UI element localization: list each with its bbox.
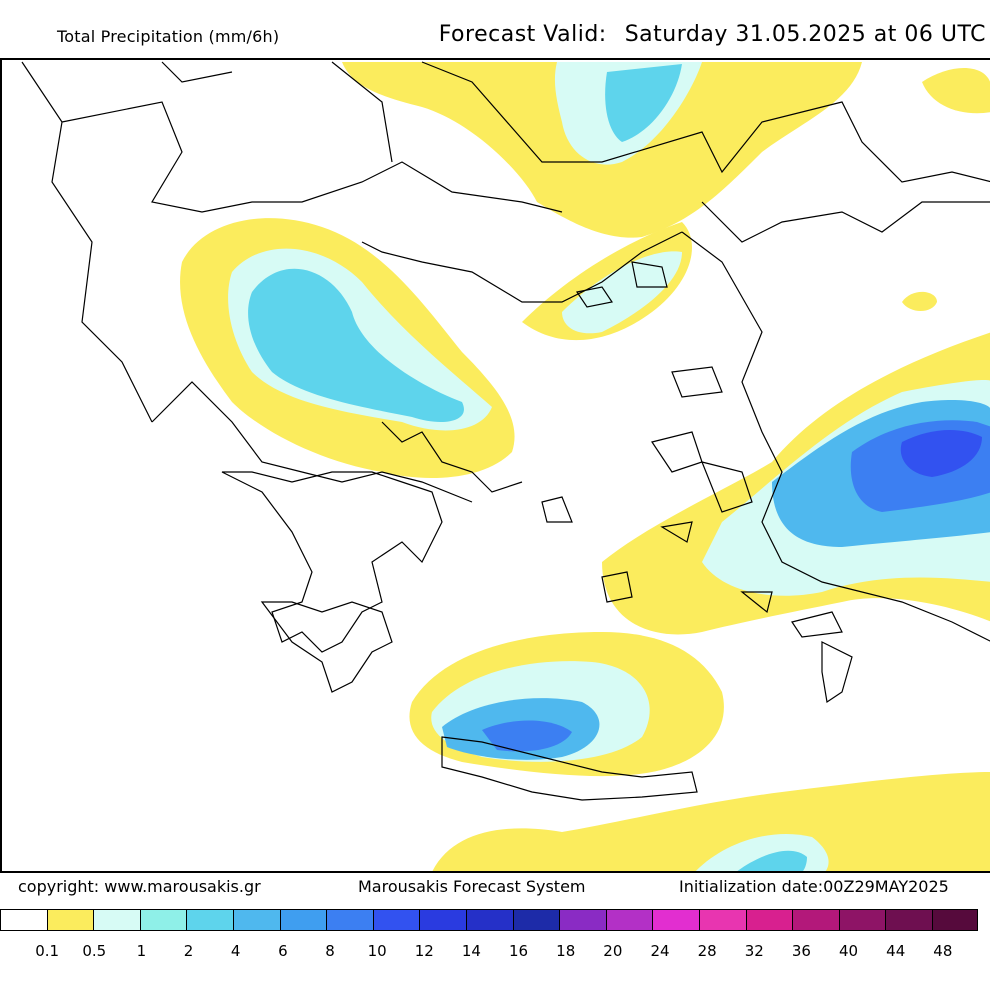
color-swatch xyxy=(186,909,233,931)
turkey-coast xyxy=(681,231,990,642)
scale-tick-label: 1 xyxy=(136,942,147,960)
forecast-valid-label: Forecast Valid: xyxy=(438,22,607,47)
color-swatch xyxy=(139,909,187,931)
system-name: Marousakis Forecast System xyxy=(358,877,586,896)
peloponnese xyxy=(260,601,393,693)
color-swatch xyxy=(559,909,606,931)
scale-tick-label: 28 xyxy=(697,942,717,960)
scale-tick-label: 18 xyxy=(556,942,576,960)
scale-tick-label: 0.5 xyxy=(82,942,107,960)
aegean-islands xyxy=(541,261,853,704)
scale-tick-label: 48 xyxy=(933,942,953,960)
scale-tick-label: 20 xyxy=(603,942,623,960)
precipitation-map xyxy=(0,58,990,873)
scale-tick-label: 6 xyxy=(278,942,288,960)
color-swatch xyxy=(605,909,653,931)
scale-tick-label: 2 xyxy=(183,942,194,960)
scale-tick-label: 8 xyxy=(325,942,335,960)
color-swatch xyxy=(698,909,746,931)
copyright-text: copyright: www.marousakis.gr xyxy=(18,877,261,896)
map-canvas xyxy=(21,61,990,871)
chalkidiki xyxy=(381,421,523,493)
color-swatch xyxy=(512,909,560,931)
greece-mainland xyxy=(221,471,443,653)
color-swatch xyxy=(372,909,420,931)
scale-tick-label: 40 xyxy=(839,942,859,960)
color-swatch xyxy=(419,909,466,931)
precip-area-ne-light xyxy=(922,68,990,114)
header-title: Total Precipitation (mm/6h) xyxy=(57,27,280,46)
forecast-valid: Forecast Valid: Saturday 31.05.2025 at 06… xyxy=(439,22,986,47)
precip-area-central-l1 xyxy=(562,251,682,334)
precip-area-east-l7 xyxy=(900,430,982,477)
color-swatch xyxy=(93,909,140,931)
color-swatch xyxy=(232,909,280,931)
precip-area-south-l3 xyxy=(737,850,807,871)
border-lines xyxy=(21,61,990,503)
scale-tick-label: 4 xyxy=(230,942,241,960)
color-swatch xyxy=(792,909,839,931)
color-swatch xyxy=(46,909,94,931)
precip-layer xyxy=(180,62,990,871)
scale-tick-label: 32 xyxy=(744,942,764,960)
scale-tick-label: 16 xyxy=(509,942,529,960)
color-swatch xyxy=(931,909,979,931)
scale-tick-label: 44 xyxy=(886,942,906,960)
precip-area-crete-l6 xyxy=(482,720,572,752)
precip-area-south-light xyxy=(432,772,990,871)
color-swatch xyxy=(465,909,513,931)
precip-area-west-l3 xyxy=(248,268,464,422)
color-swatch xyxy=(0,909,47,931)
color-swatch xyxy=(745,909,793,931)
north-coast xyxy=(361,231,683,303)
precip-area-misc-light xyxy=(902,291,937,311)
color-swatch xyxy=(652,909,699,931)
color-swatch xyxy=(885,909,932,931)
coastline-layer xyxy=(21,61,990,801)
forecast-valid-time: Saturday 31.05.2025 at 06 UTC xyxy=(624,22,986,47)
scale-tick-label: 12 xyxy=(414,942,434,960)
scale-tick-label: 0.1 xyxy=(35,942,60,960)
crete xyxy=(441,736,698,801)
scale-tick-label: 36 xyxy=(791,942,811,960)
color-scale xyxy=(0,909,990,933)
scale-tick-label: 24 xyxy=(650,942,670,960)
init-date: Initialization date:00Z29MAY2025 xyxy=(679,877,949,896)
scale-tick-label: 10 xyxy=(367,942,387,960)
color-swatch xyxy=(326,909,373,931)
color-swatch xyxy=(838,909,886,931)
color-swatch xyxy=(279,909,327,931)
precip-area-north-l3 xyxy=(605,64,682,142)
scale-tick-label: 14 xyxy=(461,942,481,960)
